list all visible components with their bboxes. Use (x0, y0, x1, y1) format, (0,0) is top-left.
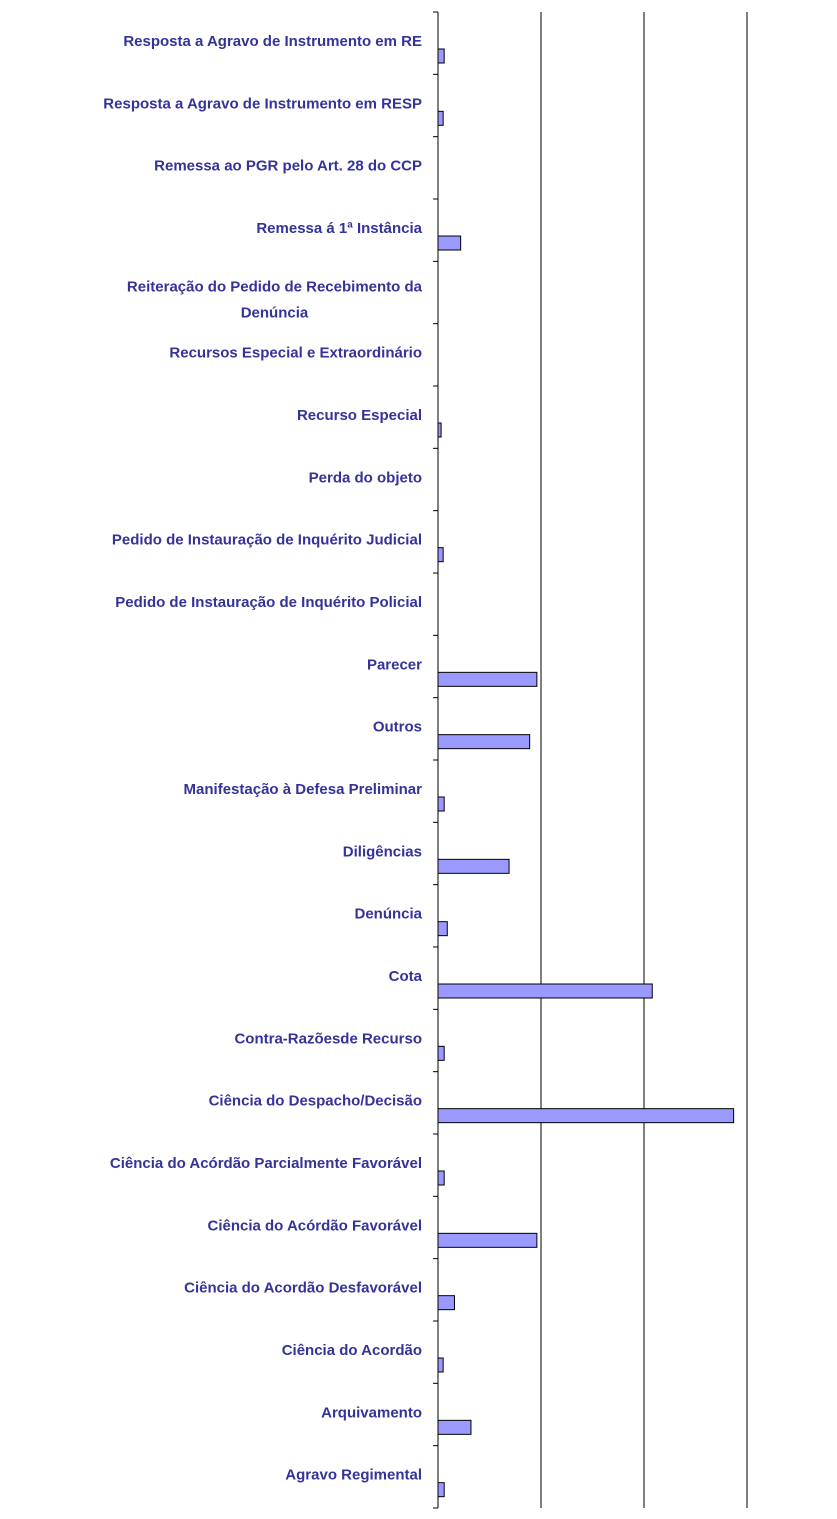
y-tick-label: Ciência do Acórdão Favorável (207, 1217, 422, 1234)
y-tick-label: Arquivamento (321, 1404, 422, 1421)
bar (437, 921, 448, 937)
bar (437, 671, 538, 687)
bar (437, 796, 445, 812)
y-tick-label: Recursos Especial e Extraordinário (169, 345, 422, 362)
bar (437, 734, 531, 750)
bar (437, 422, 442, 438)
bar (437, 1170, 445, 1186)
bar (437, 110, 444, 126)
y-tick-label: Denúncia (354, 906, 422, 923)
bar (437, 858, 510, 874)
bar (437, 1108, 735, 1124)
bar (437, 983, 653, 999)
y-tick-label: Resposta a Agravo de Instrumento em RESP (103, 95, 422, 112)
y-tick-label: Diligências (343, 843, 422, 860)
y-tick-label: Agravo Regimental (285, 1467, 422, 1484)
bar (437, 1482, 445, 1498)
bar (437, 1419, 472, 1435)
y-tick-label: Resposta a Agravo de Instrumento em RE (123, 33, 422, 50)
y-tick-label: Pedido de Instauração de Inquérito Polic… (115, 594, 422, 611)
bar (437, 1295, 455, 1311)
y-tick-label: Recurso Especial (297, 407, 422, 424)
y-tick-label: Remessa ao PGR pelo Art. 28 do CCP (154, 158, 422, 175)
y-tick-label: Ciência do Acordão Desfavorável (184, 1280, 422, 1297)
bar (437, 547, 444, 563)
bar (437, 48, 445, 64)
y-tick-label: Cota (389, 968, 423, 985)
y-tick-label: Ciência do Acordão (282, 1342, 422, 1359)
bar (437, 235, 462, 251)
bar (437, 1045, 445, 1061)
bar (437, 1232, 538, 1248)
y-tick-label: Perda do objeto (309, 469, 422, 486)
y-tick-label: Pedido de Instauração de Inquérito Judic… (112, 532, 422, 549)
bar (437, 1357, 444, 1373)
y-tick-label: Ciência do Despacho/Decisão (209, 1093, 422, 1110)
y-tick-label: Outros (373, 719, 422, 736)
y-tick-label: Ciência do Acórdão Parcialmente Favoráve… (110, 1155, 422, 1172)
y-tick-label: Contra-Razõesde Recurso (234, 1030, 422, 1047)
y-tick-label: Manifestação à Defesa Preliminar (184, 781, 423, 798)
y-tick-label: Parecer (367, 656, 422, 673)
y-tick-label: Reiteração do Pedido de Recebimento da De… (127, 278, 423, 321)
y-tick-label: Remessa á 1ª Instância (256, 220, 422, 237)
